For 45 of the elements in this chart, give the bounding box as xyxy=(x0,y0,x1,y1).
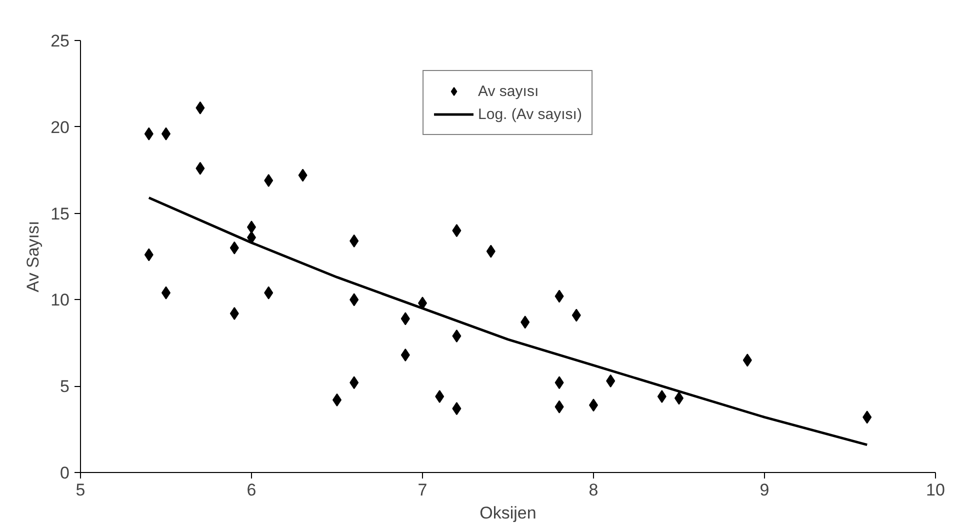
point xyxy=(452,402,462,416)
point xyxy=(144,248,154,262)
point xyxy=(196,162,205,175)
legend-label: Av sayısı xyxy=(478,82,539,100)
point xyxy=(230,241,239,254)
point xyxy=(350,234,359,248)
y-axis-title: Av Sayısı xyxy=(24,220,43,292)
point xyxy=(606,374,616,388)
y-tick-label: 15 xyxy=(50,204,70,224)
x-tick-label: 8 xyxy=(588,480,598,500)
x-tick-label: 5 xyxy=(76,480,86,500)
point xyxy=(554,400,564,414)
point xyxy=(520,316,530,329)
x-axis-title: Oksijen xyxy=(480,504,536,522)
point xyxy=(572,308,581,322)
point xyxy=(230,307,239,320)
point xyxy=(554,376,564,390)
point xyxy=(264,174,274,187)
x-tick-label: 7 xyxy=(418,480,428,500)
y-tick-label: 20 xyxy=(50,118,70,137)
y-tick-label: 25 xyxy=(50,32,70,50)
point xyxy=(486,244,496,258)
point xyxy=(196,101,205,114)
point xyxy=(657,390,666,403)
point xyxy=(350,376,359,390)
point xyxy=(350,293,359,306)
point xyxy=(400,348,410,362)
point xyxy=(298,168,308,182)
point xyxy=(742,354,752,367)
point xyxy=(862,410,872,424)
point xyxy=(554,290,564,303)
point xyxy=(264,286,274,300)
y-tick-label: 5 xyxy=(60,377,70,396)
point xyxy=(452,224,462,238)
y-tick-label: 10 xyxy=(50,290,70,310)
point xyxy=(452,329,462,342)
x-tick-label: 10 xyxy=(926,480,945,500)
point xyxy=(435,390,444,403)
x-tick-label: 6 xyxy=(246,480,256,500)
point xyxy=(400,312,410,326)
x-tick-label: 9 xyxy=(760,480,770,500)
point xyxy=(144,127,154,140)
y-tick-label: 0 xyxy=(60,464,70,482)
legend-label: Log. (Av sayısı) xyxy=(478,106,582,122)
line-series xyxy=(148,196,868,446)
